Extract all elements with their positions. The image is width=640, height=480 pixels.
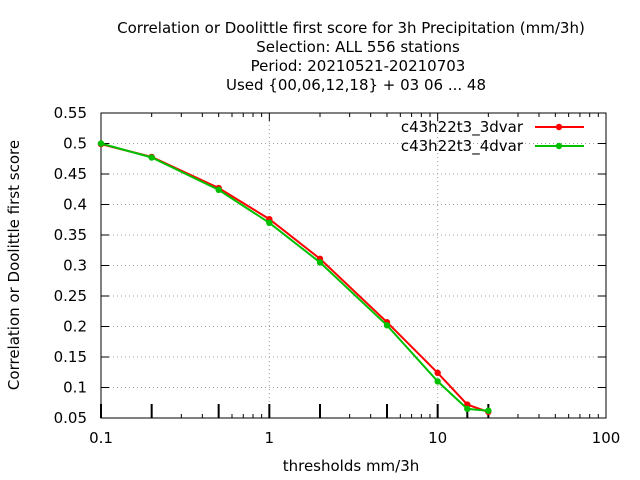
x-tick-label: 10 xyxy=(428,429,447,447)
series-point-c43h22t3_4dvar xyxy=(464,405,471,413)
series-point-c43h22t3_4dvar xyxy=(316,259,324,266)
chart-title-line-4: Used {00,06,12,18} + 03 06 ... 48 xyxy=(226,76,486,94)
grid xyxy=(101,113,606,418)
axes: 0.050.10.150.20.250.30.350.40.450.50.550… xyxy=(54,104,621,447)
y-tick-label: 0.35 xyxy=(54,226,87,244)
series-point-c43h22t3_4dvar xyxy=(485,407,492,414)
y-tick-label: 0.2 xyxy=(63,318,87,336)
chart-title-line-2: Selection: ALL 556 stations xyxy=(256,38,460,56)
legend-marker-c43h22t3_3dvar xyxy=(555,123,563,131)
y-tick-label: 0.45 xyxy=(54,165,87,183)
legend-marker-c43h22t3_4dvar xyxy=(555,142,563,150)
series-point-c43h22t3_4dvar xyxy=(434,378,441,385)
y-tick-label: 0.15 xyxy=(54,348,87,366)
y-tick-label: 0.3 xyxy=(63,257,87,275)
series-point-c43h22t3_4dvar xyxy=(215,186,222,194)
y-tick-label: 0.25 xyxy=(54,287,87,305)
series-point-c43h22t3_4dvar xyxy=(383,322,391,329)
y-tick-label: 0.55 xyxy=(54,104,87,122)
series-line-c43h22t3_4dvar xyxy=(100,142,489,412)
series-point-c43h22t3_4dvar xyxy=(266,219,273,226)
chart-title-line-3: Period: 20210521-20210703 xyxy=(251,57,466,75)
x-tick-label: 0.1 xyxy=(89,429,113,447)
y-axis-title: Correlation or Doolittle first score xyxy=(5,140,23,390)
x-axis-title: thresholds mm/3h xyxy=(283,457,420,475)
legend-label-c43h22t3_3dvar: c43h22t3_3dvar xyxy=(401,118,524,137)
series-point-c43h22t3_4dvar xyxy=(97,140,105,147)
y-tick-label: 0.05 xyxy=(54,409,87,427)
y-tick-label: 0.4 xyxy=(63,196,87,214)
series-point-c43h22t3_3dvar xyxy=(434,369,441,377)
legend-label-c43h22t3_4dvar: c43h22t3_4dvar xyxy=(401,137,524,156)
series-layer xyxy=(97,140,492,416)
chart-title-block: Correlation or Doolittle first score for… xyxy=(117,19,585,94)
series-point-c43h22t3_4dvar xyxy=(148,154,155,161)
x-tick-label: 1 xyxy=(265,429,275,447)
y-tick-label: 0.5 xyxy=(63,135,87,153)
x-tick-label: 100 xyxy=(592,429,621,447)
y-tick-label: 0.1 xyxy=(63,379,87,397)
chart-title-line-1: Correlation or Doolittle first score for… xyxy=(117,19,585,37)
